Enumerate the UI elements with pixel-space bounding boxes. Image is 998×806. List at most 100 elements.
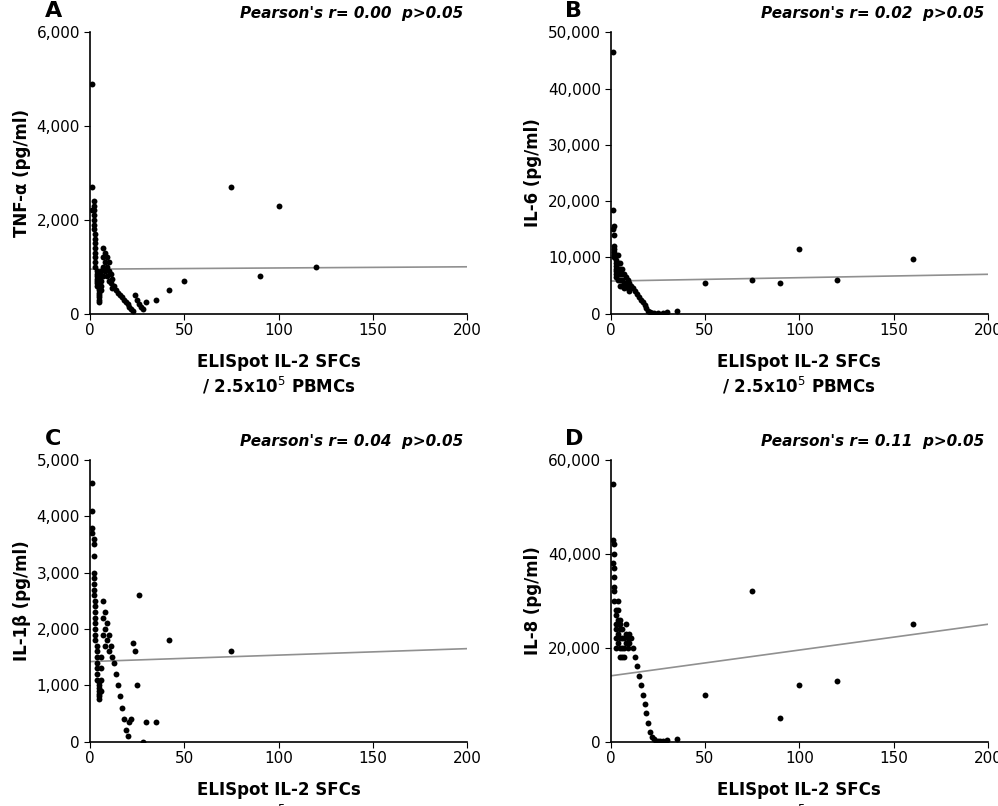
Point bbox=[616, 276, 632, 289]
Point bbox=[697, 688, 713, 701]
Point bbox=[607, 538, 623, 551]
Point bbox=[639, 301, 655, 314]
Point bbox=[224, 645, 240, 658]
Point bbox=[107, 656, 123, 669]
Point bbox=[605, 534, 621, 546]
Point bbox=[772, 276, 788, 289]
Point bbox=[607, 580, 623, 593]
Point bbox=[607, 243, 623, 256]
Point bbox=[91, 676, 107, 689]
Point bbox=[616, 650, 632, 663]
Point bbox=[161, 284, 177, 297]
Point bbox=[88, 622, 104, 635]
Point bbox=[91, 281, 107, 294]
Point bbox=[107, 279, 123, 292]
Point bbox=[88, 247, 104, 260]
Point bbox=[612, 262, 628, 275]
Point bbox=[84, 181, 100, 193]
Point bbox=[620, 632, 636, 645]
Point bbox=[633, 293, 649, 306]
Point bbox=[101, 645, 117, 658]
Point bbox=[139, 716, 155, 729]
Point bbox=[904, 252, 920, 265]
Point bbox=[90, 274, 106, 287]
Point bbox=[129, 679, 145, 692]
Point bbox=[626, 282, 642, 295]
Point bbox=[93, 274, 109, 287]
Point bbox=[148, 293, 164, 306]
Point bbox=[88, 251, 104, 264]
Point bbox=[105, 272, 121, 285]
Point bbox=[90, 656, 106, 669]
Point bbox=[84, 527, 100, 540]
Point bbox=[84, 204, 100, 217]
Point bbox=[122, 300, 138, 313]
Point bbox=[631, 290, 647, 303]
Point bbox=[93, 684, 109, 697]
Point bbox=[605, 45, 621, 58]
Point bbox=[626, 642, 642, 654]
Point bbox=[641, 305, 657, 318]
Point bbox=[607, 547, 623, 560]
Point bbox=[609, 609, 625, 621]
Point bbox=[829, 674, 845, 687]
Point bbox=[93, 650, 109, 663]
Point bbox=[633, 679, 649, 692]
Point bbox=[605, 203, 621, 216]
Point bbox=[904, 617, 920, 630]
Point bbox=[646, 733, 662, 746]
Point bbox=[624, 632, 640, 645]
Point bbox=[116, 293, 132, 306]
Point bbox=[618, 617, 634, 630]
Point bbox=[607, 239, 623, 252]
Point bbox=[656, 734, 672, 747]
Point bbox=[86, 222, 102, 235]
Point bbox=[90, 639, 106, 652]
Point bbox=[88, 227, 104, 240]
Point bbox=[88, 600, 104, 613]
Point bbox=[88, 242, 104, 255]
Point bbox=[618, 627, 634, 640]
Text: ELISpot IL-2 SFCs: ELISpot IL-2 SFCs bbox=[718, 781, 881, 799]
Text: / 2.5x10$^{5}$ PBMCs: / 2.5x10$^{5}$ PBMCs bbox=[202, 376, 355, 397]
Point bbox=[612, 642, 628, 654]
Point bbox=[610, 262, 626, 275]
Point bbox=[86, 204, 102, 217]
Point bbox=[614, 650, 630, 663]
Point bbox=[629, 288, 645, 301]
Point bbox=[829, 273, 845, 286]
Point bbox=[91, 688, 107, 700]
Point bbox=[224, 181, 240, 193]
Point bbox=[641, 717, 657, 729]
Text: ELISpot IL-2 SFCs: ELISpot IL-2 SFCs bbox=[718, 353, 881, 371]
Text: / 2.5x10$^{5}$ PBMCs: / 2.5x10$^{5}$ PBMCs bbox=[202, 804, 355, 806]
Point bbox=[650, 734, 666, 747]
Point bbox=[609, 622, 625, 635]
Point bbox=[84, 521, 100, 534]
Point bbox=[112, 690, 128, 703]
Point bbox=[95, 270, 111, 283]
Point bbox=[791, 679, 807, 692]
Point bbox=[110, 286, 126, 299]
Point bbox=[91, 682, 107, 695]
Point bbox=[93, 270, 109, 283]
Point bbox=[635, 688, 651, 701]
Point bbox=[251, 270, 267, 283]
Point bbox=[609, 268, 625, 280]
Point bbox=[652, 734, 668, 747]
Point bbox=[270, 199, 286, 212]
Point bbox=[86, 199, 102, 212]
Text: Pearson's r= 0.11  p>0.05: Pearson's r= 0.11 p>0.05 bbox=[761, 434, 984, 449]
Point bbox=[90, 272, 106, 285]
Point bbox=[610, 256, 626, 269]
Point bbox=[622, 627, 638, 640]
Point bbox=[669, 305, 685, 318]
Point bbox=[90, 268, 106, 280]
Point bbox=[644, 730, 660, 743]
Point bbox=[648, 734, 664, 747]
Point bbox=[656, 306, 672, 319]
Point bbox=[612, 613, 628, 626]
Point bbox=[86, 550, 102, 563]
Point bbox=[614, 622, 630, 635]
Point bbox=[616, 282, 632, 295]
